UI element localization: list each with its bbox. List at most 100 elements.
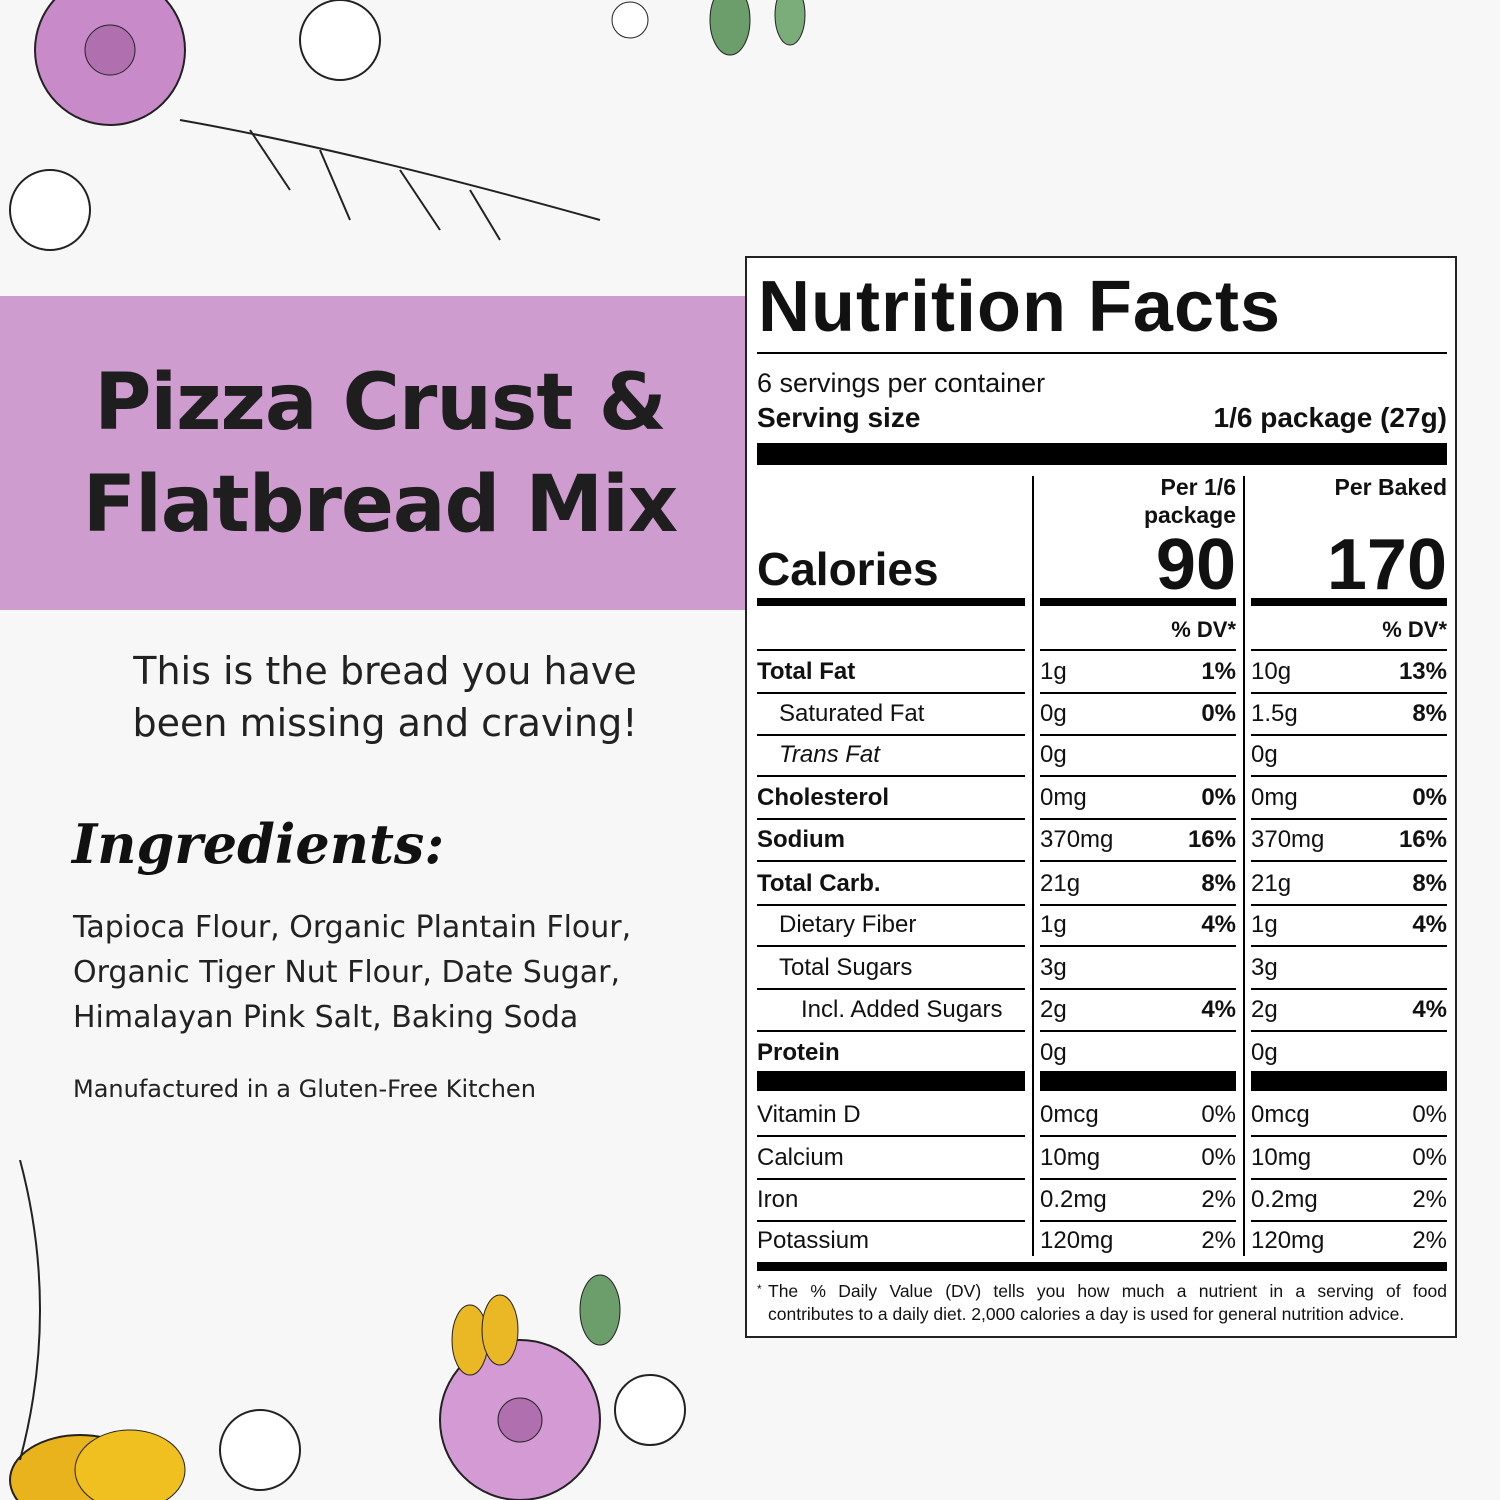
nutrient-name: Saturated Fat (779, 700, 925, 727)
divider (1251, 775, 1447, 777)
nutrient-amount-col2: 1g (1251, 911, 1278, 938)
nutrient-amount-col2: 2g (1251, 996, 1278, 1023)
divider (1040, 860, 1236, 862)
divider (757, 649, 1025, 651)
leaf-decoration-top-icon (611, 0, 806, 56)
nutrient-name: Vitamin D (757, 1101, 861, 1128)
nutrient-amount-col1: 1g (1040, 658, 1067, 685)
divider (757, 904, 1025, 906)
divider (757, 734, 1025, 736)
divider (757, 1178, 1025, 1180)
nutrient-amount-col2: 0mcg (1251, 1101, 1310, 1128)
divider (757, 1220, 1025, 1222)
divider (757, 352, 1447, 354)
divider (1040, 734, 1236, 736)
divider (757, 775, 1025, 777)
divider (757, 598, 1025, 606)
divider (1040, 988, 1236, 990)
calories-label: Calories (757, 543, 939, 595)
divider (757, 692, 1025, 694)
divider (1251, 692, 1447, 694)
divider (1040, 598, 1236, 606)
nutrient-amount-col2: 0g (1251, 1039, 1278, 1066)
nutrient-amount-col2: 10g (1251, 658, 1292, 685)
divider (1040, 1178, 1236, 1180)
nutrient-dv-col1: 8% (1201, 870, 1236, 897)
nutrient-name: Protein (757, 1039, 840, 1066)
ingredients-line: Tapioca Flour, Organic Plantain Flour, (73, 910, 632, 945)
nutrient-amount-col1: 0mg (1040, 784, 1087, 811)
title-banner (0, 296, 746, 610)
ingredients-list: Tapioca Flour, Organic Plantain Flour, O… (73, 905, 713, 1040)
nutrient-name: Sodium (757, 826, 845, 853)
nutrient-name: Cholesterol (757, 784, 890, 811)
divider (1040, 1135, 1236, 1137)
calories-col1: 90 (1155, 525, 1236, 605)
nutrient-amount-col2: 0g (1251, 741, 1278, 768)
nutrient-dv-col1: 0% (1201, 1144, 1236, 1171)
nutrient-dv-col2: 0% (1412, 784, 1447, 811)
divider (757, 818, 1025, 820)
nutrient-name: Total Carb. (757, 870, 881, 897)
serving-size-label: Serving size (757, 402, 921, 433)
nutrient-dv-col2: 16% (1398, 826, 1447, 853)
divider (757, 443, 1447, 465)
nutrient-dv-col1: 16% (1187, 826, 1236, 853)
floral-decoration-bottom-icon (9, 1160, 686, 1500)
title-line-2: Flatbread Mix (82, 460, 678, 550)
title-line-1: Pizza Crust & (94, 358, 667, 448)
nutrient-amount-col2: 120mg (1251, 1227, 1325, 1254)
nutrient-dv-col1: 1% (1201, 658, 1236, 685)
nutrient-name: Iron (757, 1186, 799, 1213)
nutrient-dv-col1: 2% (1201, 1227, 1236, 1254)
divider (1251, 945, 1447, 947)
divider (1251, 1178, 1447, 1180)
nutrient-name: Incl. Added Sugars (801, 996, 1003, 1023)
nutrient-amount-col1: 370mg (1040, 826, 1114, 853)
divider (1251, 1030, 1447, 1032)
divider (1251, 1220, 1447, 1222)
nutrient-name: Potassium (757, 1227, 870, 1254)
column-divider (1243, 476, 1245, 1256)
nutrient-amount-col1: 10mg (1040, 1144, 1101, 1171)
nutrient-amount-col2: 10mg (1251, 1144, 1312, 1171)
nutrient-dv-col2: 0% (1412, 1101, 1447, 1128)
calories-col2: 170 (1326, 525, 1447, 605)
nutrient-amount-col1: 0g (1040, 1039, 1067, 1066)
divider (1251, 1135, 1447, 1137)
ingredients-line: Himalayan Pink Salt, Baking Soda (73, 1000, 579, 1035)
nutrient-amount-col1: 0.2mg (1040, 1186, 1107, 1213)
divider (1251, 1071, 1447, 1091)
col1-header-line1: Per 1/6 (1160, 474, 1236, 500)
footnote-asterisk: * (757, 1282, 762, 1296)
nutrient-amount-col1: 1g (1040, 911, 1067, 938)
nutrient-amount-col1: 3g (1040, 954, 1067, 981)
nutrient-amount-col1: 0g (1040, 700, 1067, 727)
footnote-line-1: The % Daily Value (DV) tells you how muc… (768, 1281, 1447, 1301)
nutrient-amount-col2: 0mg (1251, 784, 1298, 811)
divider (1251, 860, 1447, 862)
nutrient-dv-col2: 13% (1398, 658, 1447, 685)
dv-header-col2: % DV* (1382, 617, 1447, 642)
nutrient-amount-col1: 120mg (1040, 1227, 1114, 1254)
nutrient-amount-col1: 0g (1040, 741, 1067, 768)
nutrient-dv-col2: 8% (1412, 870, 1447, 897)
divider (757, 1030, 1025, 1032)
product-title: Pizza Crust & Flatbread Mix (0, 352, 760, 556)
divider (757, 988, 1025, 990)
divider (757, 1071, 1025, 1091)
divider (1251, 904, 1447, 906)
nutrient-name: Dietary Fiber (779, 911, 917, 938)
ingredients-heading: Ingredients: (72, 812, 445, 876)
divider (1040, 1030, 1236, 1032)
nutrient-name: Calcium (757, 1144, 844, 1171)
nutrition-facts-label: Nutrition Facts 6 servings per container S… (745, 256, 1457, 1338)
nutrient-amount-col2: 3g (1251, 954, 1278, 981)
nutrient-amount-col2: 370mg (1251, 826, 1325, 853)
divider (1040, 649, 1236, 651)
nutrient-amount-col2: 21g (1251, 870, 1292, 897)
nutrient-dv-col1: 0% (1201, 1101, 1236, 1128)
divider (1251, 734, 1447, 736)
nutrient-dv-col2: 8% (1412, 700, 1447, 727)
tagline-line-2: been missing and craving! (132, 701, 638, 745)
